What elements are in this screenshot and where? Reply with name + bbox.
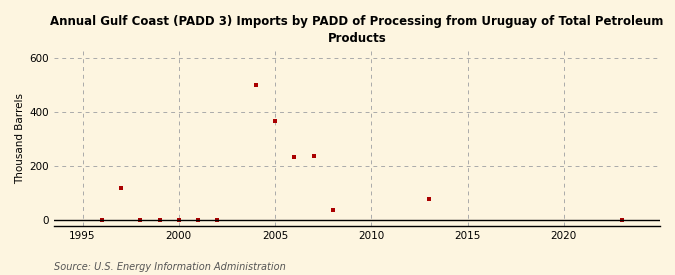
- Text: Source: U.S. Energy Information Administration: Source: U.S. Energy Information Administ…: [54, 262, 286, 272]
- Title: Annual Gulf Coast (PADD 3) Imports by PADD of Processing from Uruguay of Total P: Annual Gulf Coast (PADD 3) Imports by PA…: [50, 15, 664, 45]
- Y-axis label: Thousand Barrels: Thousand Barrels: [15, 93, 25, 184]
